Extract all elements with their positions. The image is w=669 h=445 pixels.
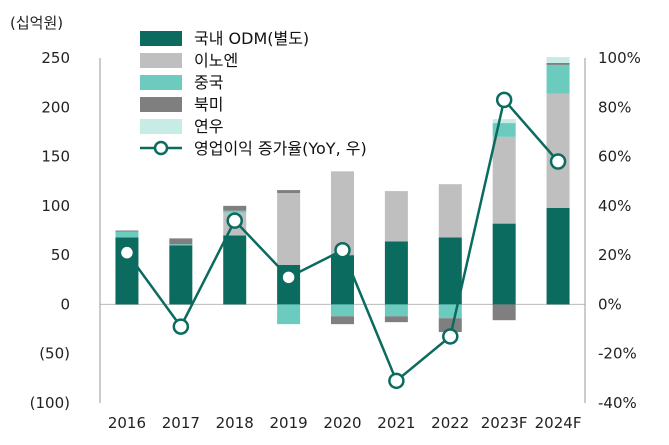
- legend-label: 영업이익 증가율(YoY, 우): [194, 139, 367, 158]
- unit-label: (십억원): [10, 14, 63, 32]
- legend-label: 국내 ODM(별도): [194, 29, 309, 48]
- bar-segment: [546, 64, 570, 94]
- bar-segment: [277, 304, 301, 325]
- bar-segment: [169, 238, 193, 245]
- bar-segment: [384, 316, 408, 323]
- legend-swatch: [140, 53, 182, 68]
- bar-segment: [438, 318, 462, 333]
- bar-segment: [384, 191, 408, 242]
- bar-segment: [115, 230, 139, 232]
- category-label: 2022: [431, 414, 469, 432]
- category-label: 2023F: [481, 414, 528, 432]
- left-tick-label: 0: [60, 295, 70, 313]
- bar-segment: [492, 119, 516, 124]
- bar-segment: [546, 93, 570, 208]
- left-tick-label: 150: [41, 148, 70, 166]
- right-tick-label: 40%: [598, 197, 631, 215]
- bar-segment: [331, 304, 354, 317]
- bar-segment: [438, 184, 462, 238]
- bar-segment: [384, 304, 408, 317]
- legend-swatch: [140, 31, 182, 46]
- legend-label: 연우: [194, 117, 223, 136]
- right-tick-label: 0%: [598, 295, 622, 313]
- bar-segment: [169, 245, 193, 305]
- right-tick-label: 60%: [598, 148, 631, 166]
- growth-point: [280, 269, 297, 286]
- category-label: 2021: [377, 414, 415, 432]
- growth-point: [442, 328, 459, 345]
- right-tick-label: 80%: [598, 98, 631, 116]
- growth-point: [118, 244, 136, 261]
- growth-point: [495, 91, 513, 109]
- bar-segment: [277, 190, 301, 194]
- growth-point: [334, 241, 351, 259]
- left-tick-label: 200: [41, 98, 70, 116]
- legend-label: 북미: [194, 95, 223, 114]
- axes: 250 200 150 100 50 0 (50) (100) 100% 80% 60% 40% 20%…: [30, 49, 641, 432]
- right-tick-label: 20%: [598, 246, 631, 264]
- bar-segment: [277, 193, 301, 265]
- growth-point: [388, 372, 405, 390]
- bar-segment: [223, 205, 247, 211]
- left-tick-label: 50: [51, 246, 70, 264]
- bar-segment: [169, 244, 193, 246]
- legend-swatch: [140, 97, 182, 112]
- legend-label: 이노엔: [194, 51, 238, 70]
- category-label: 2024F: [535, 414, 582, 432]
- growth-point: [172, 318, 190, 335]
- category-label: 2016: [108, 414, 146, 432]
- legend-line-marker: [153, 140, 169, 156]
- bar-segment: [223, 210, 247, 213]
- right-tick-label: 100%: [598, 49, 641, 67]
- left-tick-label: 250: [41, 49, 70, 67]
- bar-segment: [546, 62, 570, 65]
- bar-segment: [115, 231, 139, 238]
- category-label: 2018: [216, 414, 254, 432]
- bar-segment: [331, 255, 354, 305]
- growth-point: [226, 212, 243, 229]
- left-tick-label: (50): [39, 345, 70, 363]
- category-label: 2020: [323, 414, 361, 432]
- right-tick-label: -20%: [598, 345, 637, 363]
- bar-segment: [223, 235, 247, 305]
- bar-segment: [492, 304, 516, 321]
- bars: [115, 57, 570, 333]
- bar-segment: [492, 223, 516, 305]
- bar-segment: [546, 57, 570, 63]
- category-label: 2017: [162, 414, 200, 432]
- right-tick-label: -40%: [598, 394, 637, 412]
- bar-segment: [384, 241, 408, 305]
- legend-swatch: [140, 75, 182, 90]
- bar-segment: [492, 136, 516, 224]
- bar-segment: [331, 316, 354, 325]
- bar-segment: [546, 207, 570, 305]
- legend-swatch: [140, 119, 182, 134]
- left-tick-label: 100: [41, 197, 70, 215]
- left-tick-label: (100): [30, 394, 70, 412]
- bar-segment: [438, 237, 462, 305]
- growth-line: [118, 91, 567, 390]
- growth-point: [549, 153, 567, 170]
- legend-label: 중국: [194, 73, 223, 92]
- category-label: 2019: [270, 414, 308, 432]
- bar-segment: [331, 171, 354, 256]
